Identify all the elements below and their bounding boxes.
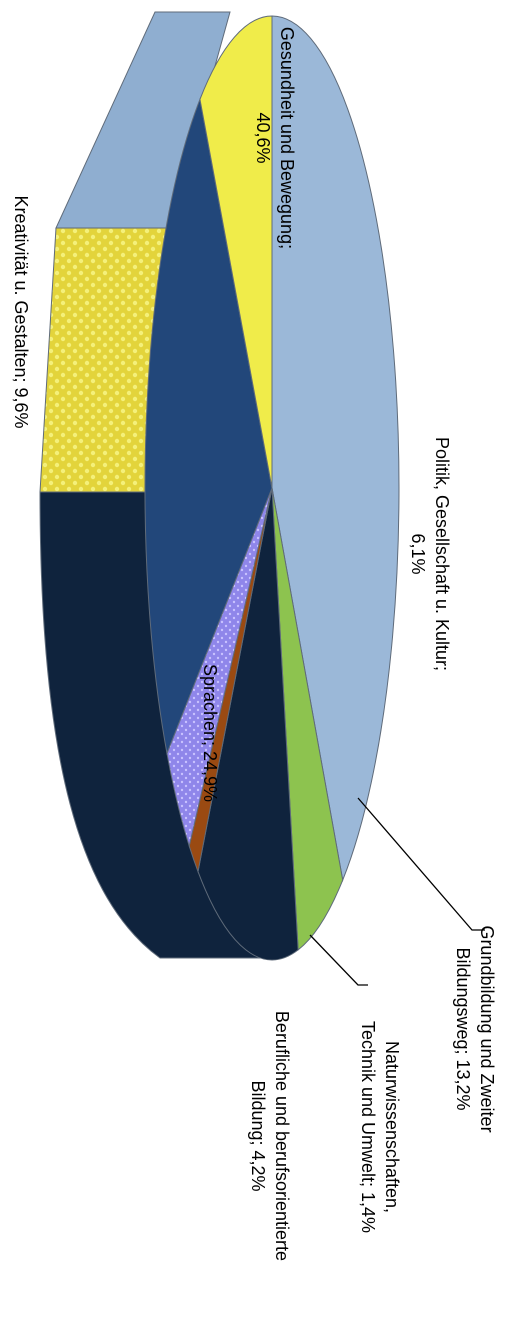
label-kreativitaet: Kreativität u. Gestalten; 9,6% xyxy=(9,147,33,477)
pie-slice-1 xyxy=(271,487,344,951)
label-gesundheit-text: Gesundheit und Bewegung; xyxy=(277,26,297,250)
label-naturwissenschaften-value: Technik und Umwelt; 1,4% xyxy=(358,1020,378,1234)
pie-slice-2 xyxy=(197,487,299,961)
label-grundbildung-value: Bildungsweg; 13,2% xyxy=(453,947,473,1111)
label-naturwissenschaften-text: Naturwissenschaften, xyxy=(382,1040,402,1214)
pie-side-wall xyxy=(39,11,274,959)
label-naturwissenschaften: Naturwissenschaften, Technik und Umwelt;… xyxy=(356,1002,404,1252)
label-berufliche-value: Bildung; 4,2% xyxy=(248,1080,268,1192)
label-politik-text: Politik, Gesellschaft u. Kultur; xyxy=(432,436,452,672)
label-kreativitaet-text: Kreativität u. Gestalten; 9,6% xyxy=(11,195,31,429)
label-sprachen: Sprachen; 24,9% xyxy=(198,623,222,843)
label-berufliche-text: Berufliche und berufsorientierte xyxy=(272,1010,292,1262)
pie-slice-5 xyxy=(144,97,273,756)
label-gesundheit: Gesundheit und Bewegung; 40,6% xyxy=(251,0,299,278)
label-grundbildung-text: Grundbildung und Zweiter xyxy=(477,925,497,1133)
label-berufliche: Berufliche und berufsorientierte Bildung… xyxy=(246,991,294,1281)
label-gesundheit-value: 40,6% xyxy=(253,112,273,164)
label-politik: Politik, Gesellschaft u. Kultur; 6,1% xyxy=(406,404,454,704)
leader-line-naturwissenschaften xyxy=(309,934,368,986)
label-politik-value: 6,1% xyxy=(408,533,428,575)
pie-slice-6 xyxy=(199,15,273,489)
pie-slice-0 xyxy=(271,15,400,882)
label-sprachen-text: Sprachen; 24,9% xyxy=(200,663,220,803)
leader-line-grundbildung xyxy=(357,797,485,931)
label-grundbildung: Grundbildung und Zweiter Bildungsweg; 13… xyxy=(451,899,499,1159)
